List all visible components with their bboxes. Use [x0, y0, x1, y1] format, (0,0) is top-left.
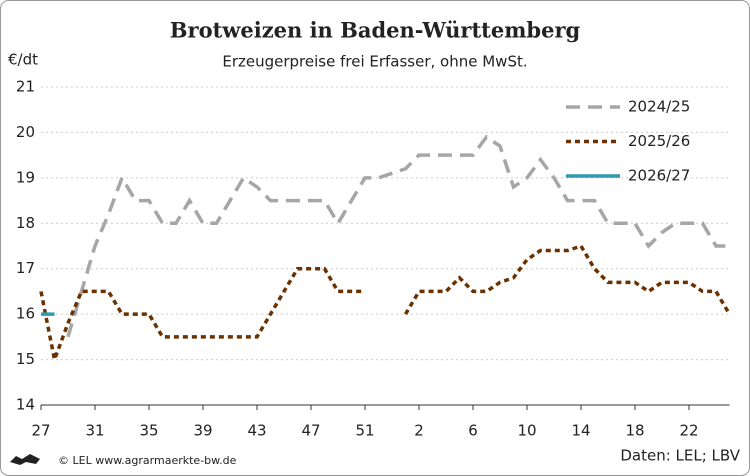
x-tick-label: 22 — [679, 422, 698, 440]
credit: © LEL www.agrarmaerkte-bw.de — [58, 454, 237, 467]
y-axis-label: €/dt — [8, 51, 38, 69]
y-tick-label: 18 — [16, 214, 35, 232]
series-line — [39, 243, 732, 366]
y-tick-label: 20 — [16, 123, 35, 141]
x-tick-label: 31 — [85, 422, 104, 440]
y-tick-label: 14 — [16, 396, 35, 414]
x-tick-label: 51 — [355, 422, 374, 440]
y-tick-label: 21 — [16, 78, 35, 96]
x-tick-label: 6 — [468, 422, 478, 440]
x-tick-label: 39 — [193, 422, 212, 440]
y-tick-label: 15 — [16, 350, 35, 368]
chart-subtitle: Erzeugerpreise frei Erfasser, ohne MwSt. — [222, 53, 527, 71]
y-tick-label: 19 — [16, 168, 35, 186]
source: Daten: LEL; LBV — [620, 447, 740, 465]
x-tick-label: 10 — [517, 422, 536, 440]
x-tick-label: 27 — [31, 422, 50, 440]
legend-label: 2024/25 — [628, 98, 690, 116]
y-tick-label: 16 — [16, 305, 35, 323]
legend-label: 2026/27 — [628, 167, 690, 185]
logo — [10, 454, 40, 465]
y-tick-label: 17 — [16, 259, 35, 277]
x-tick-label: 2 — [414, 422, 424, 440]
x-tick-label: 18 — [625, 422, 644, 440]
x-tick-label: 14 — [571, 422, 590, 440]
x-tick-label: 43 — [247, 422, 266, 440]
legend-label: 2025/26 — [628, 132, 690, 150]
x-tick-label: 35 — [139, 422, 158, 440]
chart-title: Brotweizen in Baden-Württemberg — [170, 18, 581, 43]
x-tick-label: 47 — [301, 422, 320, 440]
series-line — [66, 134, 730, 338]
